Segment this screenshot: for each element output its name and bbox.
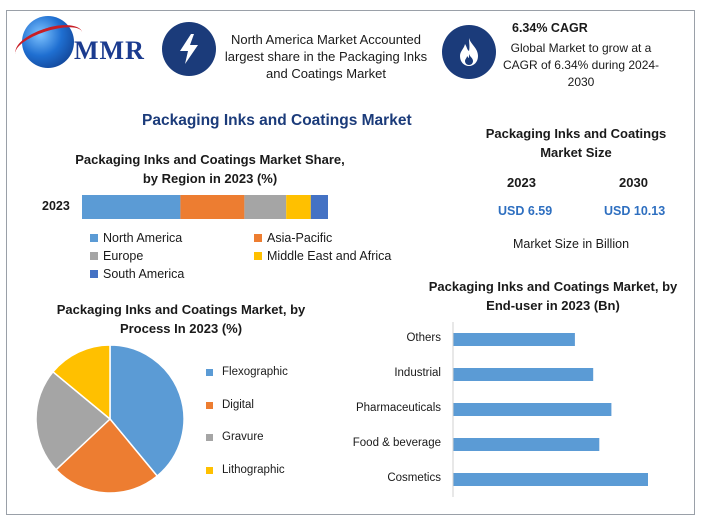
region-stacked-bar [82, 195, 328, 219]
enduser-category-label: Others [406, 332, 441, 344]
legend-label: Middle East and Africa [267, 249, 392, 263]
region-segment-south-america [310, 195, 328, 219]
legend-label: Lithographic [222, 464, 285, 476]
legend-label: Gravure [222, 431, 264, 443]
legend-label: North America [103, 231, 183, 245]
legend-swatch [206, 368, 213, 376]
enduser-bar-chart [452, 322, 648, 497]
enduser-bar-food-beverage [453, 438, 600, 451]
enduser-bar-pharmaceuticals [453, 403, 612, 416]
pie-slice-lithographic [51, 344, 111, 421]
north-america-info: North America Market Accounted largest s… [224, 32, 428, 81]
page-title: Packaging Inks and Coatings Market [142, 112, 412, 129]
market-size-title: Packaging Inks and Coatings Market Size [485, 126, 667, 160]
cagr-description: Global Market to grow at a CAGR of 6.34%… [502, 41, 660, 89]
legend-label: Europe [103, 249, 144, 263]
enduser-bar-cosmetics [453, 473, 648, 486]
pie-legend-flexographic: Flexographic [206, 366, 288, 378]
enduser-category-label: Food & beverage [352, 437, 441, 449]
enduser-bar-industrial [453, 368, 594, 381]
enduser-category-label: Cosmetics [387, 472, 441, 484]
region-bar-category: 2023 [42, 199, 70, 213]
legend-swatch [90, 252, 98, 260]
pie-slice-flexographic [109, 344, 185, 478]
legend-swatch [90, 234, 98, 242]
pie-legend-gravure: Gravure [206, 431, 264, 443]
legend-asia-pacific: Asia-Pacific [254, 231, 332, 245]
legend-swatch [206, 433, 213, 441]
region-segment-north-america [82, 195, 181, 219]
legend-swatch [90, 270, 98, 278]
pie-slice-gravure [35, 370, 112, 471]
year-2030-label: 2030 [619, 175, 648, 190]
value-2023: USD 6.59 [498, 204, 553, 218]
legend-europe: Europe [90, 249, 143, 263]
region-segment-europe [244, 195, 287, 219]
pie-legend-digital: Digital [206, 399, 254, 411]
flame-icon [442, 25, 496, 79]
globe-logo-icon [22, 16, 74, 68]
legend-north-america: North America [90, 231, 182, 245]
market-size-unit: Market Size in Billion [513, 237, 630, 251]
enduser-category-label: Pharmaceuticals [355, 402, 441, 414]
year-2023-label: 2023 [507, 175, 536, 190]
enduser-category-label: Industrial [394, 367, 441, 379]
legend-swatch [206, 401, 213, 409]
logo-text: MMR [74, 36, 145, 65]
process-pie-chart [35, 344, 185, 494]
region-segment-asia-pacific [180, 195, 245, 219]
region-segment-middle-east-and-africa [286, 195, 311, 219]
cagr-title: 6.34% CAGR [512, 21, 588, 35]
legend-label: South America [103, 267, 185, 281]
process-chart-title: Packaging Inks and Coatings Market, by P… [56, 302, 306, 336]
legend-label: Digital [222, 399, 254, 411]
legend-swatch [254, 252, 262, 260]
enduser-bar-others [453, 333, 575, 346]
lightning-icon [162, 22, 216, 76]
pie-slice-digital [54, 417, 159, 494]
region-chart-title: Packaging Inks and Coatings Market Share… [75, 152, 345, 186]
legend-label: Flexographic [222, 366, 288, 378]
legend-middle-east-africa: Middle East and Africa [254, 249, 391, 263]
value-2030: USD 10.13 [604, 204, 666, 218]
legend-label: Asia-Pacific [267, 231, 333, 245]
enduser-chart-title: Packaging Inks and Coatings Market, by E… [428, 279, 678, 313]
legend-swatch [206, 466, 213, 474]
legend-swatch [254, 234, 262, 242]
pie-legend-lithographic: Lithographic [206, 464, 285, 476]
legend-south-america: South America [90, 267, 184, 281]
